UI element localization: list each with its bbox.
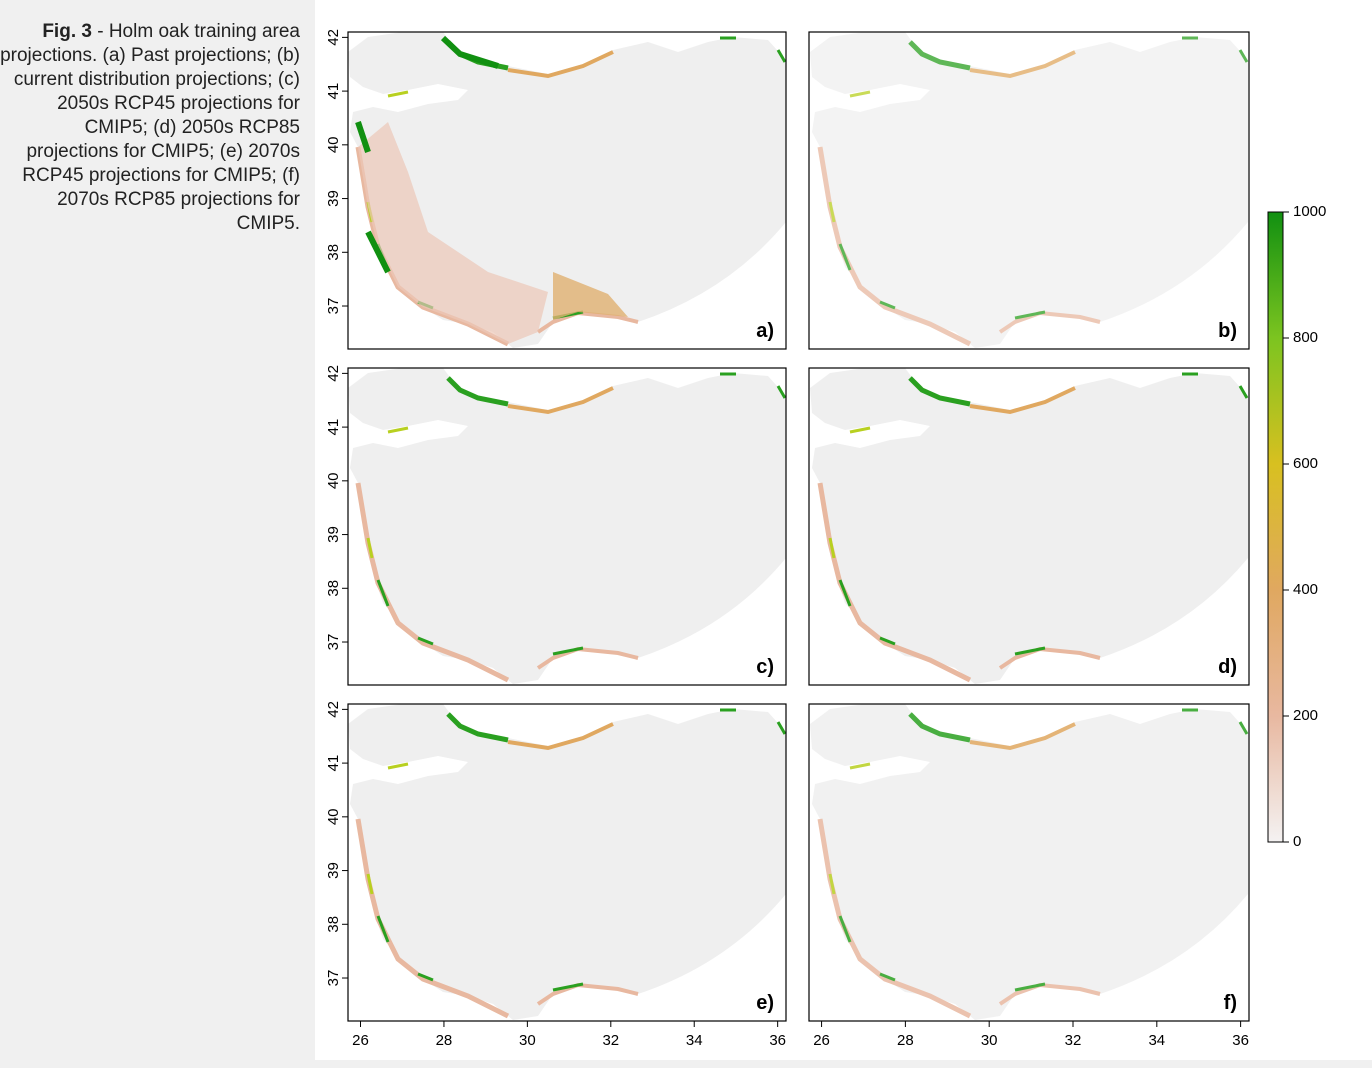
y-tick-label: 40 — [325, 808, 342, 825]
y-tick-label: 42 — [325, 701, 342, 718]
y-tick-label: 39 — [325, 862, 342, 879]
x-tick-label: 32 — [1065, 1032, 1082, 1049]
panel-frame — [808, 703, 1250, 1022]
caption-label: Fig. 3 — [42, 21, 92, 42]
y-tick-label: 38 — [325, 916, 342, 933]
panel-frame — [347, 31, 787, 350]
panel-label: e) — [756, 992, 774, 1014]
caption-text: - Holm oak training area projections. (a… — [0, 21, 300, 234]
x-tick-label: 32 — [602, 1032, 619, 1049]
x-tick-label: 30 — [519, 1032, 536, 1049]
colorbar-tick-label: 400 — [1293, 581, 1318, 598]
y-tick-label: 39 — [325, 190, 342, 207]
panel-label: f) — [1224, 992, 1237, 1014]
x-tick-label: 26 — [813, 1032, 830, 1049]
y-tick-label: 38 — [325, 580, 342, 597]
caption: Fig. 3 - Holm oak training area projecti… — [0, 20, 300, 236]
panel-label: b) — [1218, 320, 1237, 342]
colorbar-tick-label: 1000 — [1293, 203, 1326, 220]
panel-frame — [347, 367, 787, 686]
y-tick-label: 40 — [325, 472, 342, 489]
panel-frame — [347, 703, 787, 1022]
panel-label: d) — [1218, 656, 1237, 678]
colorbar-tick-label: 0 — [1293, 833, 1301, 850]
y-tick-label: 37 — [325, 634, 342, 651]
x-tick-label: 26 — [352, 1032, 369, 1049]
y-tick-label: 42 — [325, 29, 342, 46]
y-tick-label: 41 — [325, 419, 342, 436]
panel-frame — [808, 367, 1250, 686]
x-tick-label: 34 — [686, 1032, 703, 1049]
y-tick-label: 39 — [325, 526, 342, 543]
x-tick-label: 34 — [1148, 1032, 1165, 1049]
y-tick-label: 42 — [325, 365, 342, 382]
x-tick-label: 28 — [436, 1032, 453, 1049]
x-tick-label: 30 — [981, 1032, 998, 1049]
colorbar-tick-label: 600 — [1293, 455, 1318, 472]
x-tick-label: 36 — [769, 1032, 786, 1049]
x-tick-label: 36 — [1232, 1032, 1249, 1049]
colorbar — [1267, 211, 1284, 843]
x-tick-label: 28 — [897, 1032, 914, 1049]
y-tick-label: 37 — [325, 970, 342, 987]
y-tick-label: 41 — [325, 755, 342, 772]
y-tick-label: 38 — [325, 244, 342, 261]
y-tick-label: 41 — [325, 83, 342, 100]
colorbar-tick-label: 200 — [1293, 707, 1318, 724]
panel-frame — [808, 31, 1250, 350]
colorbar-tick-label: 800 — [1293, 329, 1318, 346]
panel-label: c) — [756, 656, 774, 678]
y-tick-label: 37 — [325, 298, 342, 315]
y-tick-label: 40 — [325, 136, 342, 153]
panel-label: a) — [756, 320, 774, 342]
